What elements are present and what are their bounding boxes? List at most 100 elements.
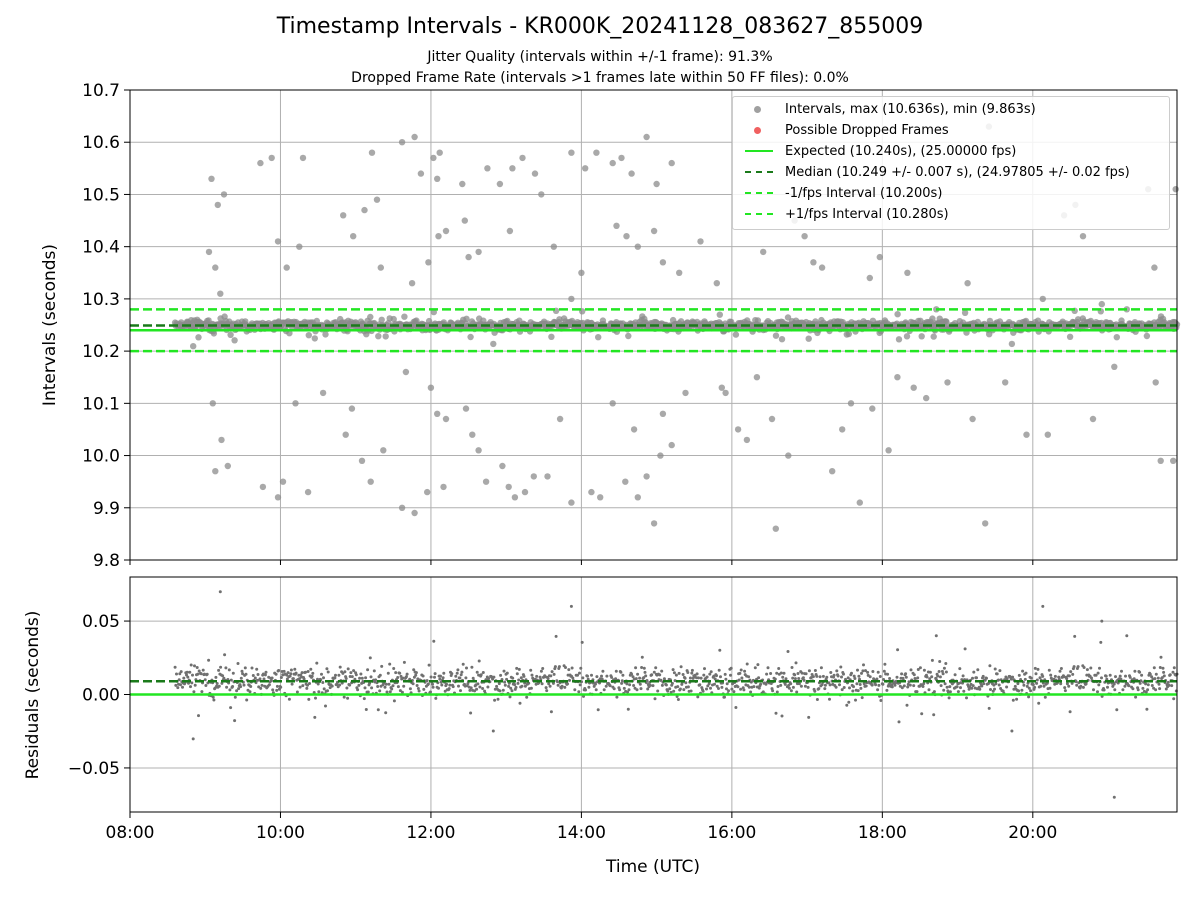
residual-point [708,672,712,676]
interval-outlier-point [538,191,545,198]
residual-point [939,684,943,688]
residual-point [719,675,722,679]
interval-outlier-point [718,384,725,391]
residual-point [815,698,819,701]
residual-point [1085,668,1089,672]
residual-point [612,687,616,691]
residual-point [298,677,301,681]
residual-point [380,664,384,668]
residual-point [1097,683,1101,687]
residual-point [925,675,929,679]
residual-point [316,682,320,686]
residual-point [540,682,544,686]
residual-point [734,706,738,709]
residual-point [551,681,555,685]
residual-point [302,677,306,681]
residual-point [900,686,904,690]
residual-point [1031,683,1035,687]
residual-point [523,684,527,688]
residual-point [907,680,911,684]
residual-point [1131,687,1135,691]
residual-point [627,688,631,692]
residual-point [469,686,473,690]
residual-point [392,667,396,670]
residual-point [437,686,440,690]
residual-point [1081,685,1085,689]
interval-outlier-point [676,269,683,276]
residual-point [1079,684,1083,688]
residual-point [495,684,499,688]
residual-point [390,687,394,691]
interval-outlier-point [634,243,641,250]
residual-point [402,660,406,664]
residual-point [594,688,598,692]
residual-point [415,684,419,687]
residual-point [1035,681,1039,685]
interval-outlier-point [588,488,595,496]
interval-outlier-point [509,165,516,172]
residual-point [225,685,229,689]
residual-point [713,682,716,686]
residual-point [1026,681,1030,685]
residual-point [571,676,575,680]
residual-point [560,684,564,688]
residual-point [1048,686,1052,690]
residual-point [492,675,496,679]
residual-point [398,689,402,693]
residual-point [815,674,819,678]
interval-outlier-point [259,483,267,491]
interval-outlier-point [659,410,667,417]
residual-point [1039,684,1043,688]
interval-outlier-point [424,488,431,496]
residual-point [1154,688,1158,692]
residual-point [177,678,181,682]
residual-point [642,676,646,680]
residual-point [396,685,400,689]
residual-point [955,685,959,689]
residual-point [963,647,967,651]
residual-point [517,678,521,682]
residual-point [713,677,717,681]
residual-point [679,665,683,669]
residual-point [1094,673,1098,677]
residual-outlier-point [1112,795,1116,799]
residual-point [1140,673,1144,677]
interval-point [1074,316,1082,323]
x-tick-label: 18:00 [858,823,907,843]
residual-point [429,675,433,679]
residual-point [535,674,539,678]
residual-point [578,683,582,687]
residual-point [285,677,289,681]
interval-outlier-point [785,452,792,459]
residual-point [1128,675,1132,679]
residual-point [364,676,368,680]
interval-outlier-point [578,269,585,276]
residual-point [695,672,699,676]
residual-point [408,677,412,681]
x-tick-label: 16:00 [707,823,756,843]
residual-point [346,667,350,671]
residual-point [343,670,347,674]
residual-point [416,687,420,690]
residual-point [518,701,522,705]
residual-point [1123,684,1127,688]
residual-point [307,697,311,701]
residual-point [870,683,874,687]
interval-outlier-point [839,426,846,433]
residual-point [774,711,778,715]
interval-outlier-point [866,274,873,282]
residual-point [594,682,597,686]
residual-point [207,658,211,662]
interval-outlier-point [944,379,951,386]
interval-outlier-point [923,394,930,402]
residual-point [620,679,624,683]
residual-point [1150,684,1154,687]
residual-point [314,696,317,700]
residual-point [341,671,345,675]
residual-point [769,672,773,675]
residual-point [807,715,811,719]
interval-outlier-point [208,175,215,182]
residual-point [840,688,844,692]
interval-outlier-point [442,415,450,423]
interval-point [903,333,911,340]
